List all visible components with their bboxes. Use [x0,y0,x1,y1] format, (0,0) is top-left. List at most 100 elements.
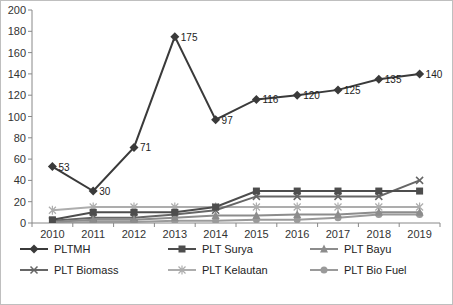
x-tick [154,223,155,227]
x-tick [276,223,277,227]
x-tick-label: 2013 [163,228,187,240]
legend-label: PLT Surya [202,243,254,255]
x-tick [236,223,237,227]
series-marker [170,32,179,41]
y-tick-label: 140 [8,68,26,80]
x-tick [32,223,33,227]
legend-item: PLTMH [20,243,91,255]
series-marker [212,203,219,212]
series-marker [416,177,423,184]
y-tick [28,95,32,96]
series-marker [416,188,423,195]
y-tick [28,52,32,53]
series-marker [252,95,261,104]
legend-label: PLT Kelautan [202,264,268,276]
legend-label: PLT Bayu [344,243,391,255]
legend-item: PLT Kelautan [168,264,268,276]
y-tick-label: 0 [20,217,26,229]
series-marker [334,85,343,94]
data-label: 175 [181,32,198,43]
data-label: 135 [385,74,402,85]
data-labels: 53307117597116120125135140 [58,32,442,197]
legend-marker [179,246,186,253]
y-tick [28,116,32,117]
series-marker [253,203,260,212]
x-tick [113,223,114,227]
y-tick-label: 100 [8,111,26,123]
series-marker [212,211,220,219]
series-marker [131,209,138,216]
y-tick-label: 80 [14,132,26,144]
legend-marker [321,267,328,274]
x-tick-label: 2018 [367,228,391,240]
series-marker [49,216,56,223]
x-tick-label: 2012 [122,228,146,240]
y-tick-label: 60 [14,153,26,165]
y-tick-label: 20 [14,196,26,208]
legend-label: PLT Biomass [54,264,119,276]
legend-marker [179,266,186,275]
y-tick-label: 120 [8,89,26,101]
series-marker [130,143,139,152]
series-marker [89,187,98,196]
x-tick-label: 2019 [407,228,431,240]
x-tick [399,223,400,227]
series-marker [415,69,424,78]
y-tick [28,159,32,160]
series-line [52,37,419,191]
series-marker [130,215,138,223]
data-label: 53 [58,162,70,173]
series-line [52,212,419,222]
series-marker [89,215,97,223]
legend-marker [320,245,328,253]
y-tick [28,201,32,202]
y-tick [28,137,32,138]
series-marker [212,204,219,211]
x-tick [440,223,441,227]
series-marker [90,209,97,216]
series-marker [293,91,302,100]
chart: 0 20 40 60 80 100 120 140 160 180 200 2010 2011 2012 2… [0,0,453,305]
y-tick [28,223,32,224]
frame [1,1,453,305]
data-label: 97 [222,115,234,126]
legend-label: PLTMH [54,243,91,255]
x-tick [358,223,359,227]
x-tick-label: 2017 [326,228,350,240]
data-label: 71 [140,142,152,153]
series-line [52,207,419,210]
y-tick [28,31,32,32]
legend-item: PLT Bayu [310,243,391,255]
y-tick-label: 180 [8,25,26,37]
legend-item: PLT Biomass [20,264,119,276]
series-marker [375,208,383,216]
legend-item: PLT Bio Fuel [310,264,407,276]
y-tick-label: 40 [14,174,26,186]
data-label: 125 [344,85,361,96]
x-tick [72,223,73,227]
legend-item: PLT Surya [168,243,254,255]
series-marker [252,211,260,219]
legend-marker [30,245,39,254]
series-marker [211,115,220,124]
legend-label: PLT Bio Fuel [344,264,407,276]
y-tick-label: 160 [8,47,26,59]
y-tick [28,10,32,11]
x-tick-label: 2011 [81,228,105,240]
y-tick [28,180,32,181]
data-label: 120 [303,90,320,101]
y-tick [28,73,32,74]
series-marker [48,162,57,171]
series-marker [294,188,301,195]
series-marker [335,188,342,195]
y-tick-label: 200 [8,4,26,16]
x-tick-label: 2014 [203,228,227,240]
data-label: 140 [426,69,443,80]
x-tick [195,223,196,227]
x-tick [317,223,318,227]
data-label: 30 [99,186,111,197]
plot-area [48,32,424,223]
x-tick-label: 2010 [40,228,64,240]
series-marker [49,206,56,215]
x-tick-label: 2016 [285,228,309,240]
